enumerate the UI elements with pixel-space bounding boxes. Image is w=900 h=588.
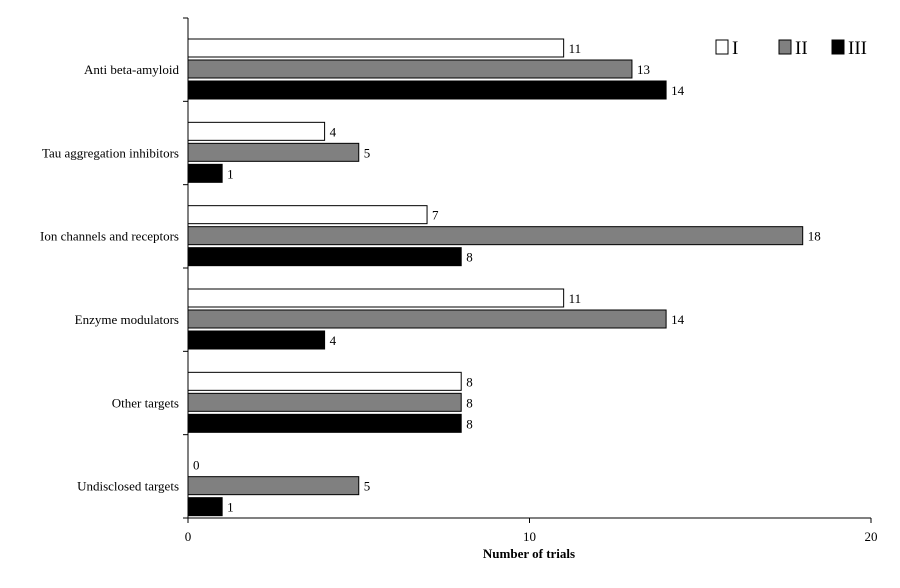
category-label: Undisclosed targets xyxy=(77,479,179,494)
axes-layer: Number of trials 0 10 20 xyxy=(183,17,878,561)
bar-III-2 xyxy=(187,247,462,267)
data-label: 8 xyxy=(466,416,473,431)
category-label: Tau aggregation inhibitors xyxy=(42,145,179,160)
data-label: 18 xyxy=(808,229,821,244)
bar-III-5 xyxy=(187,497,223,517)
data-label: 5 xyxy=(364,145,371,160)
bar-II-5 xyxy=(187,476,360,496)
bar-I-4 xyxy=(187,371,462,391)
bar-I-2 xyxy=(187,205,428,225)
legend-label: II xyxy=(795,38,808,59)
data-label: 4 xyxy=(330,333,337,348)
x-tick-label: 10 xyxy=(523,529,536,544)
x-tick-label: 20 xyxy=(865,529,878,544)
x-axis-title: Number of trials xyxy=(483,546,575,561)
data-label: 14 xyxy=(671,312,685,327)
bars-layer xyxy=(187,38,804,517)
bar-I-1 xyxy=(187,121,326,141)
legend: I II III xyxy=(715,38,867,59)
legend-label: I xyxy=(732,38,738,59)
data-label: 4 xyxy=(330,124,337,139)
data-label: 11 xyxy=(569,41,582,56)
bar-II-2 xyxy=(187,226,804,246)
bar-I-0 xyxy=(187,38,565,58)
category-label: Ion channels and receptors xyxy=(40,229,179,244)
data-label: 11 xyxy=(569,291,582,306)
data-label: 5 xyxy=(364,479,371,494)
x-tick-label: 0 xyxy=(185,529,192,544)
data-label: 1 xyxy=(227,166,234,181)
bar-I-3 xyxy=(187,288,565,308)
bar-III-1 xyxy=(187,163,223,183)
bar-II-3 xyxy=(187,309,667,329)
data-label: 8 xyxy=(466,250,473,265)
legend-swatch-III xyxy=(831,39,845,55)
bar-II-4 xyxy=(187,392,462,412)
bar-II-1 xyxy=(187,142,360,162)
data-label: 8 xyxy=(466,395,473,410)
legend-swatch-II xyxy=(778,39,792,55)
bar-III-4 xyxy=(187,413,462,433)
category-label: Enzyme modulators xyxy=(75,312,179,327)
data-label: 7 xyxy=(432,208,439,223)
data-label: 0 xyxy=(193,458,200,473)
data-label: 1 xyxy=(227,500,234,515)
data-label: 8 xyxy=(466,374,473,389)
bar-III-0 xyxy=(187,80,667,100)
category-label: Anti beta-amyloid xyxy=(84,62,179,77)
bar-III-3 xyxy=(187,330,326,350)
legend-swatch-I xyxy=(715,39,729,55)
data-label: 13 xyxy=(637,62,650,77)
bar-II-0 xyxy=(187,59,633,79)
data-label: 14 xyxy=(671,83,685,98)
legend-label: III xyxy=(848,38,867,59)
category-label: Other targets xyxy=(112,395,179,410)
